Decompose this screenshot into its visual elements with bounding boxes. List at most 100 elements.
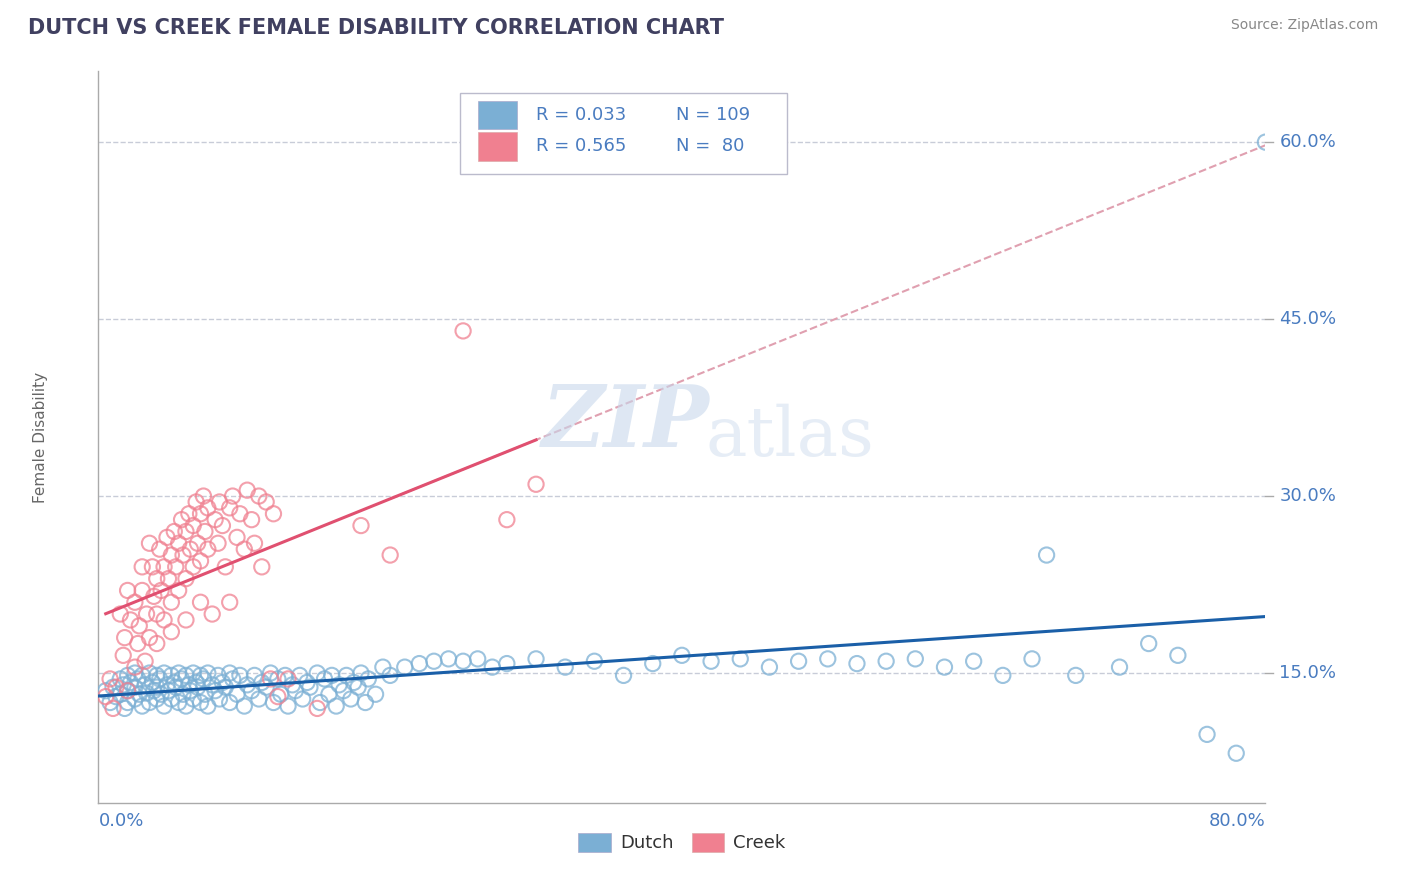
Point <box>165 559 187 574</box>
Point <box>250 559 273 574</box>
Point <box>247 692 270 706</box>
Point <box>142 590 165 604</box>
Point <box>170 513 193 527</box>
Text: 45.0%: 45.0% <box>1279 310 1337 328</box>
Point <box>267 672 290 686</box>
Point <box>307 666 329 681</box>
Point <box>211 675 233 690</box>
Point <box>117 583 139 598</box>
Point <box>94 690 117 704</box>
Point <box>146 572 169 586</box>
Text: Source: ZipAtlas.com: Source: ZipAtlas.com <box>1230 18 1378 32</box>
Point <box>437 652 460 666</box>
Point <box>160 548 183 562</box>
Point <box>307 701 329 715</box>
Point <box>112 648 135 663</box>
Point <box>172 548 194 562</box>
Point <box>267 690 290 704</box>
Point <box>135 686 157 700</box>
Point <box>190 595 212 609</box>
Point <box>277 672 299 686</box>
Point <box>190 668 212 682</box>
Point <box>98 696 121 710</box>
Point <box>138 696 160 710</box>
Point <box>343 675 366 690</box>
Point <box>117 668 139 682</box>
Point <box>221 672 243 686</box>
Point <box>177 678 200 692</box>
Point <box>259 666 281 681</box>
Point <box>131 559 153 574</box>
Point <box>98 672 121 686</box>
Point <box>226 530 249 544</box>
Point <box>325 699 347 714</box>
Point <box>157 683 180 698</box>
Point <box>380 548 402 562</box>
Point <box>141 559 163 574</box>
Point <box>128 687 150 701</box>
Point <box>262 696 284 710</box>
Text: 60.0%: 60.0% <box>1279 133 1336 151</box>
Point <box>142 683 165 698</box>
Point <box>262 507 284 521</box>
Point <box>190 507 212 521</box>
Point <box>163 675 186 690</box>
Point <box>233 699 256 714</box>
Point <box>194 524 217 539</box>
Point <box>350 666 373 681</box>
Point <box>408 657 430 671</box>
Point <box>181 666 204 681</box>
Text: DUTCH VS CREEK FEMALE DISABILITY CORRELATION CHART: DUTCH VS CREEK FEMALE DISABILITY CORRELA… <box>28 18 724 37</box>
Point <box>124 595 146 609</box>
Point <box>364 687 387 701</box>
Point <box>124 666 146 681</box>
Point <box>146 680 169 694</box>
Point <box>700 654 723 668</box>
Point <box>524 477 547 491</box>
Point <box>314 672 336 686</box>
Point <box>201 607 224 621</box>
Point <box>277 699 299 714</box>
Point <box>134 678 156 692</box>
Text: 0.0%: 0.0% <box>98 813 143 830</box>
Point <box>174 572 197 586</box>
Point <box>295 675 318 690</box>
Point <box>904 652 927 666</box>
Point <box>347 680 370 694</box>
Point <box>817 652 839 666</box>
Point <box>236 483 259 498</box>
Point <box>193 672 215 686</box>
Point <box>131 699 153 714</box>
Point <box>1035 548 1057 562</box>
Point <box>174 613 197 627</box>
Point <box>153 613 176 627</box>
Point <box>110 672 132 686</box>
Point <box>236 678 259 692</box>
Point <box>149 672 172 686</box>
Text: 80.0%: 80.0% <box>1209 813 1265 830</box>
Point <box>138 536 160 550</box>
Point <box>179 542 201 557</box>
Point <box>197 500 219 515</box>
Point <box>138 666 160 681</box>
Point <box>150 583 173 598</box>
Point <box>288 668 311 682</box>
Point <box>612 668 634 682</box>
Point <box>131 583 153 598</box>
Text: N =  80: N = 80 <box>676 137 744 155</box>
Point <box>146 636 169 650</box>
Point <box>153 699 176 714</box>
Point <box>846 657 869 671</box>
Point <box>135 607 157 621</box>
Point <box>467 652 489 666</box>
Point <box>218 666 240 681</box>
Point <box>247 489 270 503</box>
Point <box>101 701 124 715</box>
Point <box>1108 660 1130 674</box>
Text: atlas: atlas <box>706 404 875 470</box>
Point <box>321 668 343 682</box>
Point <box>229 668 252 682</box>
Point <box>284 683 307 698</box>
Point <box>190 554 212 568</box>
Point <box>177 507 200 521</box>
